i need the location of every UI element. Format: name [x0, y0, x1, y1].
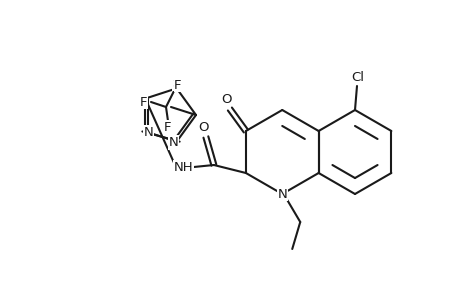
Text: O: O: [198, 121, 209, 134]
Text: NH: NH: [174, 160, 193, 173]
Text: F: F: [140, 95, 147, 109]
Text: F: F: [164, 121, 171, 134]
Text: N: N: [168, 136, 178, 149]
Text: S: S: [172, 77, 180, 90]
Text: O: O: [221, 92, 232, 106]
Text: F: F: [174, 79, 181, 92]
Text: Cl: Cl: [351, 70, 364, 83]
Text: N: N: [277, 188, 286, 200]
Text: N: N: [143, 126, 153, 139]
